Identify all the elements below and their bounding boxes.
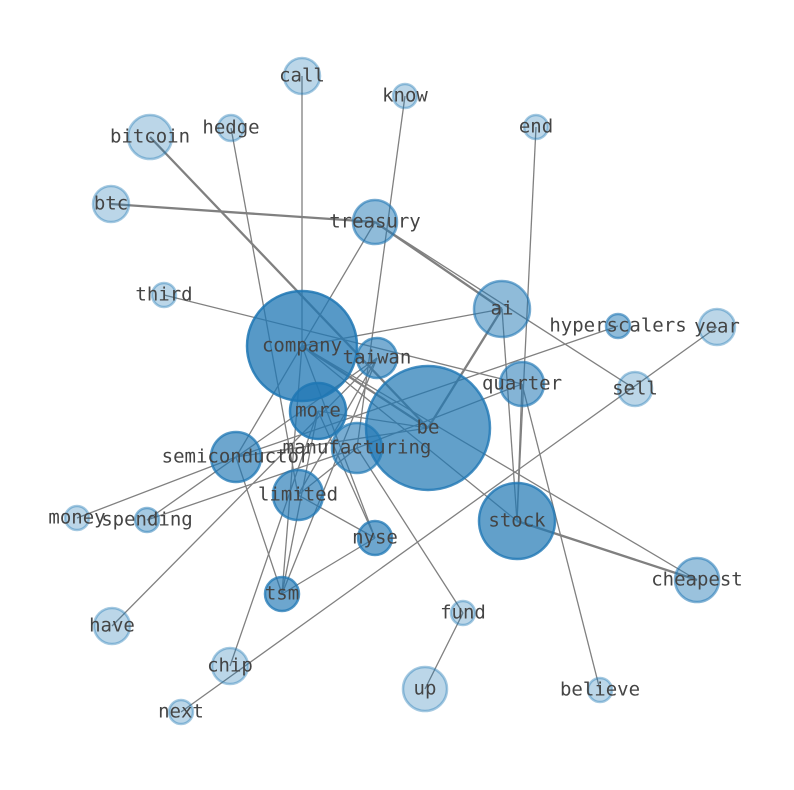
node-label: have xyxy=(89,615,135,637)
node-label: btc xyxy=(94,193,128,215)
node-label: manufacturing xyxy=(283,437,432,459)
node xyxy=(282,56,322,96)
edge xyxy=(424,612,464,690)
node-label: semiconductor xyxy=(162,446,311,468)
node-label: ai xyxy=(491,298,514,320)
node xyxy=(673,556,721,604)
node-label: call xyxy=(279,65,325,87)
node-label: limited xyxy=(258,484,338,506)
nodes xyxy=(63,56,737,726)
node xyxy=(216,113,246,143)
edge xyxy=(146,447,358,521)
node xyxy=(263,575,301,613)
node xyxy=(330,421,384,475)
edge xyxy=(76,456,237,519)
node-label: hyperscalers xyxy=(549,315,686,337)
node xyxy=(616,370,654,408)
node xyxy=(449,599,477,627)
node-label: nyse xyxy=(352,527,398,549)
node-label: cheapest xyxy=(651,569,743,591)
edge xyxy=(521,383,601,691)
node xyxy=(356,519,394,557)
node xyxy=(288,381,348,441)
node xyxy=(91,184,131,224)
node-label: end xyxy=(519,116,553,138)
node xyxy=(522,113,550,141)
node xyxy=(477,481,557,561)
node-label: be xyxy=(417,417,440,439)
node xyxy=(209,430,263,484)
node-label: fund xyxy=(440,602,486,624)
node-label: tsm xyxy=(265,583,299,605)
node-label: next xyxy=(158,701,204,723)
node xyxy=(355,336,399,380)
edge xyxy=(110,202,376,224)
node xyxy=(351,198,399,246)
node xyxy=(586,676,614,704)
node-label: money xyxy=(48,507,105,529)
node xyxy=(92,606,132,646)
node xyxy=(63,504,91,532)
edge xyxy=(301,345,698,581)
node xyxy=(126,113,174,161)
node xyxy=(150,281,178,309)
edge xyxy=(356,447,464,614)
node-label: quarter xyxy=(482,373,562,395)
node xyxy=(697,307,737,347)
node xyxy=(210,646,250,686)
labels: call know bitcoin hedge end btc treasury third a… xyxy=(48,65,742,723)
edge xyxy=(281,357,378,595)
node-label: up xyxy=(414,678,437,700)
node xyxy=(604,312,632,340)
node-label: stock xyxy=(488,510,546,532)
node-label: hedge xyxy=(202,117,259,139)
edge xyxy=(180,326,718,713)
node-label: taiwan xyxy=(343,347,412,369)
node-label: sell xyxy=(612,378,658,400)
node xyxy=(498,360,546,408)
node-label: bitcoin xyxy=(110,126,190,148)
node-label: know xyxy=(382,85,428,107)
node xyxy=(271,468,325,522)
node-label: believe xyxy=(560,679,640,701)
node-label: more xyxy=(295,400,341,422)
node xyxy=(472,279,532,339)
node xyxy=(401,665,449,713)
edge xyxy=(149,136,429,429)
node-label: chip xyxy=(207,655,253,677)
node xyxy=(133,506,161,534)
node-label: year xyxy=(694,316,740,338)
node-label: spending xyxy=(101,509,193,531)
node-label: company xyxy=(262,335,342,357)
node-label: treasury xyxy=(329,211,421,233)
node xyxy=(391,82,419,110)
node xyxy=(167,698,195,726)
node-label: third xyxy=(135,284,192,306)
edge xyxy=(229,410,319,667)
